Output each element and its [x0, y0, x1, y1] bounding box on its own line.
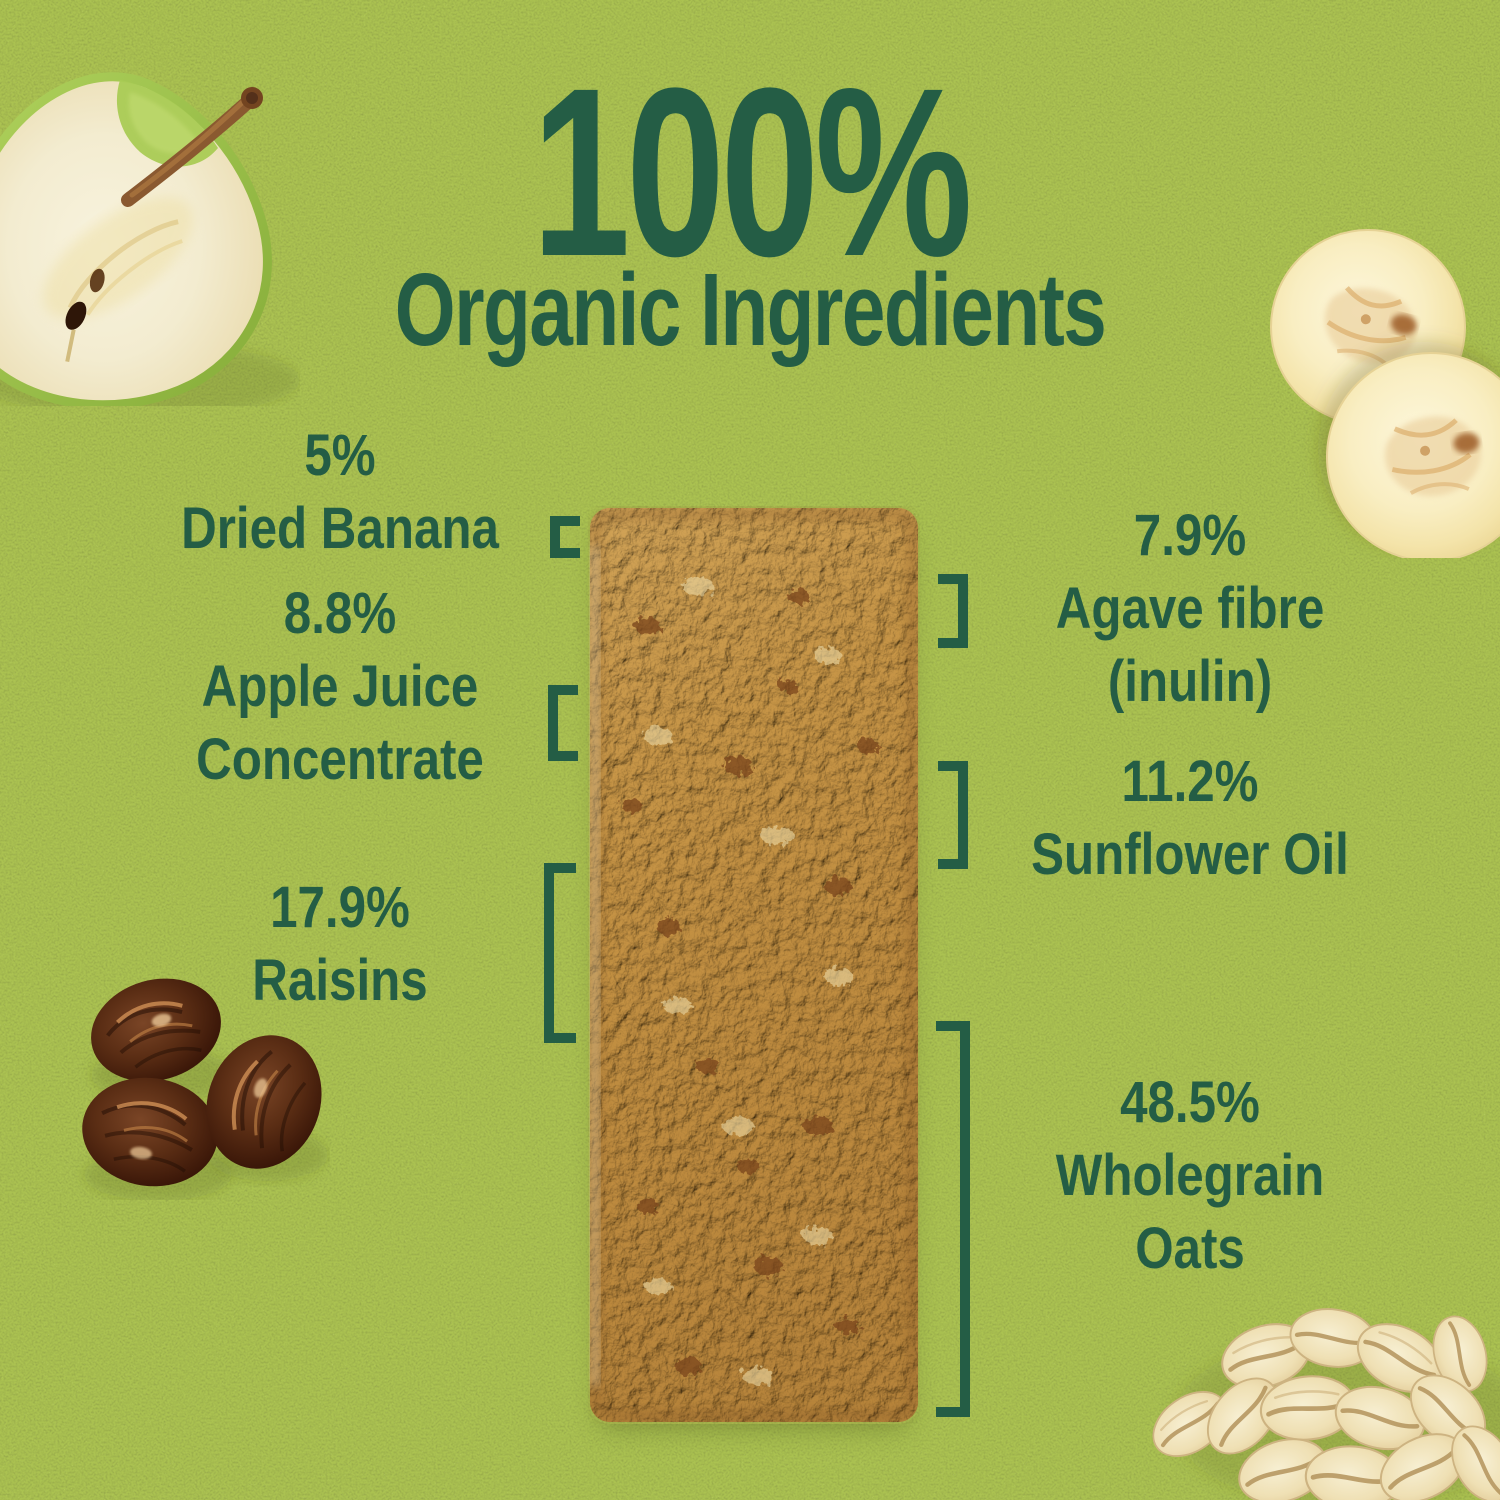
ingredient-percent: 7.9%: [1133, 503, 1247, 568]
cereal-bar-image: [588, 506, 920, 1424]
ingredient-percent: 48.5%: [1120, 1070, 1260, 1135]
title-subtitle-text: Organic Ingredients: [394, 252, 1107, 367]
ingredient-name: (inulin): [1107, 649, 1273, 714]
callout-bracket-wholegrain-oats: [936, 1021, 970, 1417]
callout-bracket-sunflower-oil: [938, 761, 968, 869]
ingredient-percent: 5%: [304, 423, 376, 488]
ingredient-name: Apple Juice: [201, 654, 479, 719]
ingredient-name: Agave fibre: [1055, 576, 1325, 641]
ingredient-percent: 8.8%: [283, 581, 397, 646]
ingredient-name: Oats: [1135, 1216, 1245, 1281]
ingredient-label-agave-fibre: 7.9% Agave fibre (inulin): [995, 499, 1386, 718]
ingredient-name: Dried Banana: [181, 496, 499, 561]
callout-bracket-apple-juice: [548, 685, 578, 761]
rolled-oats-image: [1152, 1308, 1500, 1500]
ingredient-label-wholegrain-oats: 48.5% Wholegrain Oats: [995, 1066, 1386, 1285]
ingredient-name: Sunflower Oil: [1031, 822, 1349, 887]
callout-bracket-dried-banana: [550, 516, 580, 558]
ingredient-percent: 11.2%: [1121, 749, 1259, 814]
oat-flakes: [1152, 1308, 1500, 1500]
callout-bracket-raisins: [544, 863, 576, 1043]
ingredient-label-sunflower-oil: 11.2% Sunflower Oil: [995, 745, 1386, 891]
ingredient-label-apple-juice-concentrate: 8.8% Apple Juice Concentrate: [162, 577, 519, 796]
ingredient-name: Raisins: [252, 948, 428, 1013]
ingredient-label-raisins: 17.9% Raisins: [162, 871, 519, 1017]
ingredient-name: Concentrate: [196, 727, 484, 792]
ingredient-name: Wholegrain: [1055, 1143, 1325, 1208]
ingredient-label-dried-banana: 5% Dried Banana: [162, 419, 519, 565]
title-subtitle: Organic Ingredients: [0, 258, 1500, 361]
callout-bracket-agave-fibre: [938, 574, 968, 648]
cereal-bar-texture: [590, 508, 918, 1422]
ingredient-percent: 17.9%: [270, 875, 410, 940]
